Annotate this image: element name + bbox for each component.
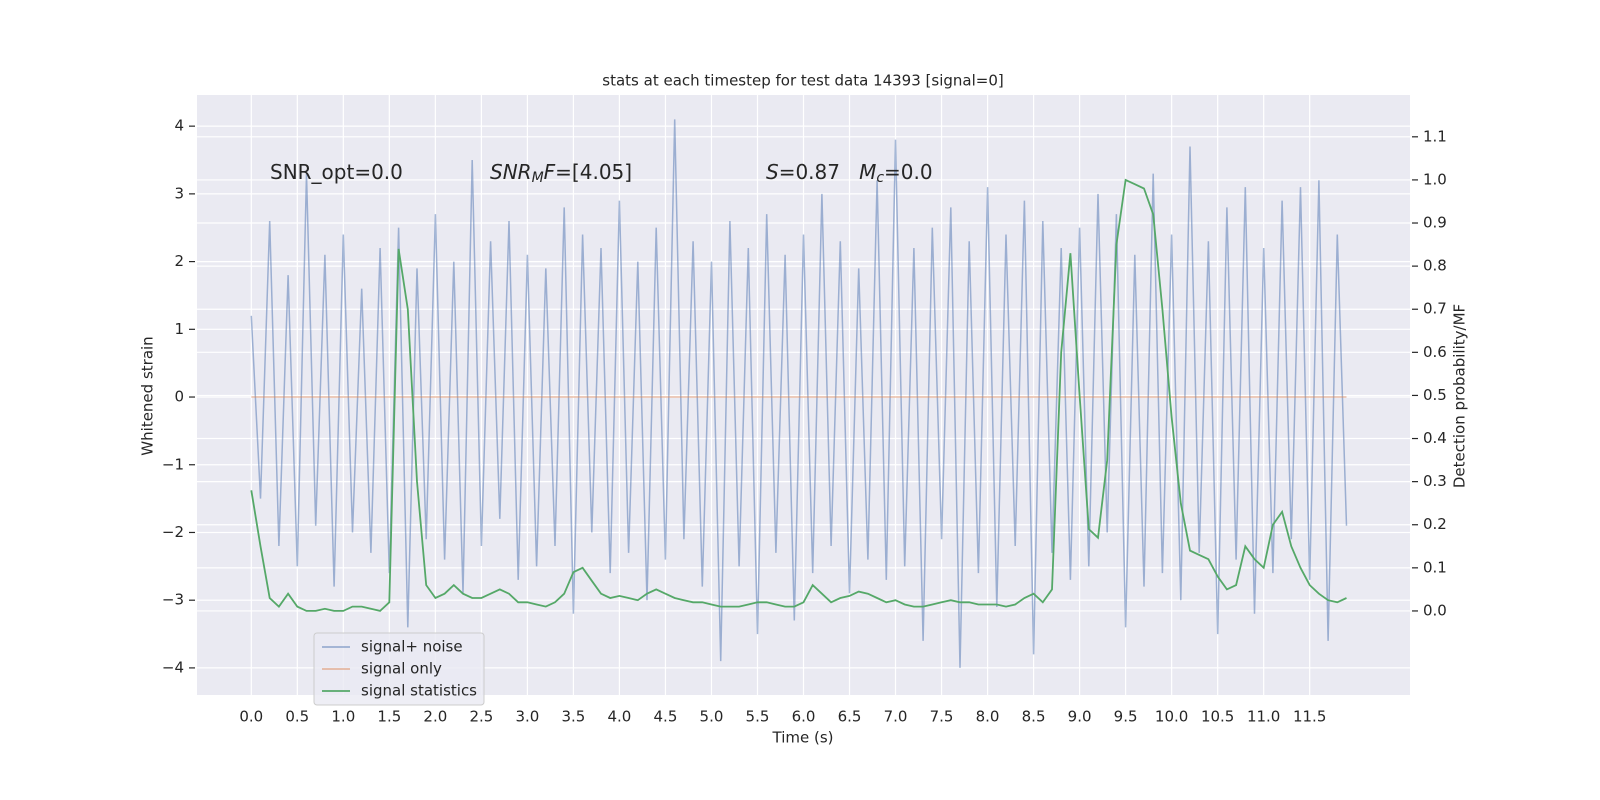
x-tick-label: 11.5 <box>1293 708 1326 726</box>
y2-tick-label: 1.1 <box>1423 127 1447 145</box>
x-tick-label: 5.5 <box>746 708 770 726</box>
x-tick-label: 5.0 <box>700 708 724 726</box>
x-tick-label: 9.5 <box>1114 708 1138 726</box>
y2-tick-label: 0.2 <box>1423 515 1447 533</box>
y2-tick-label: 0.3 <box>1423 472 1447 490</box>
annotation: SNRMF=[4.05] <box>490 160 632 187</box>
annotation: S=0.87 Mc=0.0 <box>766 160 933 187</box>
legend-label: signal only <box>361 660 442 678</box>
y-axis-label: Whitened strain <box>139 336 157 455</box>
x-tick-label: 2.5 <box>469 708 493 726</box>
y2-tick-label: 0.5 <box>1423 386 1447 404</box>
y-tick-label: 2 <box>174 252 184 270</box>
y-tick-label: 0 <box>174 388 184 406</box>
y-tick-label: −3 <box>162 591 184 609</box>
x-tick-label: 8.5 <box>1022 708 1046 726</box>
x-tick-label: 6.0 <box>792 708 816 726</box>
x-tick-label: 9.0 <box>1068 708 1092 726</box>
y-tick-label: 3 <box>174 184 184 202</box>
overlay: SNR_opt=0.0 SNRMF=[4.05] S=0.87 Mc=0.0sign… <box>270 160 933 706</box>
y2-tick-label: 1.0 <box>1423 170 1447 188</box>
x-tick-label: 4.5 <box>654 708 678 726</box>
x-tick-label: 4.0 <box>608 708 632 726</box>
y-tick-label: −2 <box>162 523 184 541</box>
series-line <box>250 119 1348 668</box>
x-tick-label: 7.5 <box>930 708 954 726</box>
x-tick-label: 0.5 <box>285 708 309 726</box>
chart-title: stats at each timestep for test data 143… <box>602 72 1003 90</box>
annotation-run: =[4.05] <box>555 160 632 184</box>
y2-tick-label: 0.1 <box>1423 558 1447 576</box>
y2-tick-label: 0.9 <box>1423 214 1447 232</box>
annotation: SNR_opt=0.0 <box>270 160 403 184</box>
y-tick-label: 4 <box>174 117 184 135</box>
x-tick-label: 1.5 <box>377 708 401 726</box>
annotation-run: F <box>544 160 556 184</box>
annotation-run: SNR_opt=0.0 <box>270 160 403 184</box>
annotation-run: M <box>532 170 544 186</box>
x-tick-label: 10.5 <box>1201 708 1234 726</box>
annotation-run: M <box>859 160 876 184</box>
y2-tick-label: 0.8 <box>1423 257 1447 275</box>
y2-tick-label: 0.4 <box>1423 429 1447 447</box>
annotation-run: c <box>876 170 884 186</box>
x-tick-label: 3.0 <box>515 708 539 726</box>
x-tick-label: 10.0 <box>1155 708 1188 726</box>
x-axis-label: Time (s) <box>772 729 834 747</box>
legend-label: signal statistics <box>361 682 477 700</box>
y2-tick-label: 0.6 <box>1423 343 1447 361</box>
annotation-run: =0.0 <box>884 160 933 184</box>
y-tick-label: −4 <box>162 658 184 676</box>
y2-tick-label: 0.0 <box>1423 601 1447 619</box>
y-tick-label: 1 <box>174 320 184 338</box>
y2-tick-label: 0.7 <box>1423 300 1447 318</box>
x-tick-label: 3.5 <box>561 708 585 726</box>
legend-label: signal+ noise <box>361 638 463 656</box>
x-tick-label: 2.0 <box>423 708 447 726</box>
series-line <box>250 178 1347 612</box>
annotation-run: =0.87 <box>779 160 859 184</box>
x-tick-label: 11.0 <box>1247 708 1280 726</box>
annotation-run: SNR <box>490 160 532 184</box>
marks <box>250 119 1348 668</box>
y2-axis-label: Detection probability/MF <box>1451 304 1469 488</box>
x-tick-label: 8.0 <box>976 708 1000 726</box>
x-tick-label: 6.5 <box>838 708 862 726</box>
annotation-run: S <box>766 160 779 184</box>
y-tick-label: −1 <box>162 455 184 473</box>
x-tick-label: 0.0 <box>239 708 263 726</box>
x-tick-label: 7.0 <box>884 708 908 726</box>
x-tick-label: 1.0 <box>331 708 355 726</box>
legend-box <box>313 632 485 706</box>
